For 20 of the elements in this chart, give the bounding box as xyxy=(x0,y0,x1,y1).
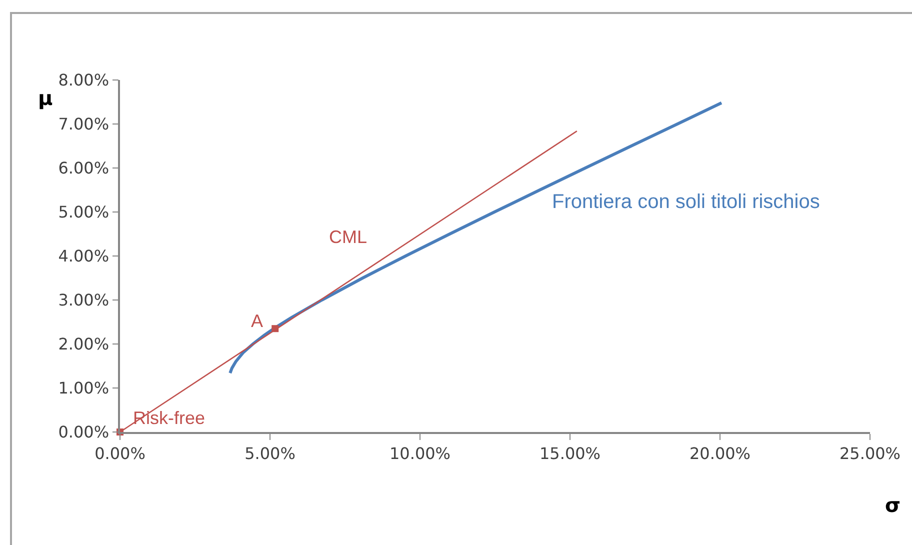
series-label: CML xyxy=(329,227,368,247)
y-tick-label: 3.00% xyxy=(58,290,110,310)
y-axis-title: μ xyxy=(38,86,53,110)
x-tick-label: 10.00% xyxy=(389,444,451,463)
y-tick-label: 4.00% xyxy=(58,246,110,266)
y-tick-label: 6.00% xyxy=(58,158,110,178)
annotation: A xyxy=(251,311,264,331)
x-tick-label: 0.00% xyxy=(94,444,146,463)
y-tick-label: 5.00% xyxy=(58,202,110,222)
y-tick-label: 2.00% xyxy=(58,334,110,354)
series-label: Frontiera con soli titoli rischios xyxy=(552,191,820,213)
x-tick-label: 25.00% xyxy=(839,444,901,463)
x-axis-title: σ xyxy=(885,493,901,517)
x-tick-label: 5.00% xyxy=(244,444,296,463)
y-tick-label: 0.00% xyxy=(58,422,110,442)
y-tick-label: 1.00% xyxy=(58,378,110,398)
x-tick-label: 20.00% xyxy=(689,444,751,463)
y-tick-label: 7.00% xyxy=(58,114,110,134)
y-tick-label: 8.00% xyxy=(58,70,110,90)
x-tick-label: 15.00% xyxy=(539,444,601,463)
